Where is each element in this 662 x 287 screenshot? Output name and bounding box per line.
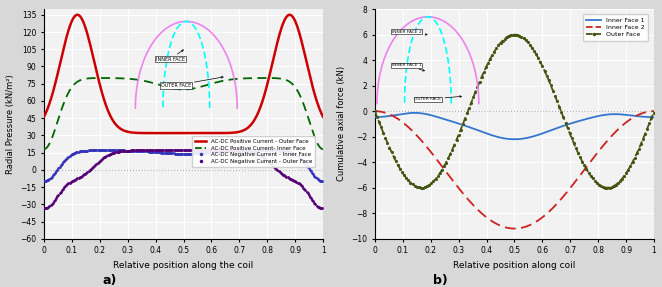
Y-axis label: Cumulative axial force (kN): Cumulative axial force (kN) (336, 66, 346, 181)
Legend: AC-DC Positive Current - Outer Face, AC-DC Positive Current- Inner Face, AC-DC N: AC-DC Positive Current - Outer Face, AC-… (192, 136, 314, 167)
Y-axis label: Radial Pressure (kN/m²): Radial Pressure (kN/m²) (5, 74, 15, 174)
Legend: Inner Face 1, Inner Face 2, Outer Face: Inner Face 1, Inner Face 2, Outer Face (583, 14, 648, 40)
X-axis label: Relative position along the coil: Relative position along the coil (113, 261, 254, 270)
Text: b): b) (433, 274, 448, 287)
Text: a): a) (102, 274, 117, 287)
X-axis label: Relative position along coil: Relative position along coil (453, 261, 576, 270)
